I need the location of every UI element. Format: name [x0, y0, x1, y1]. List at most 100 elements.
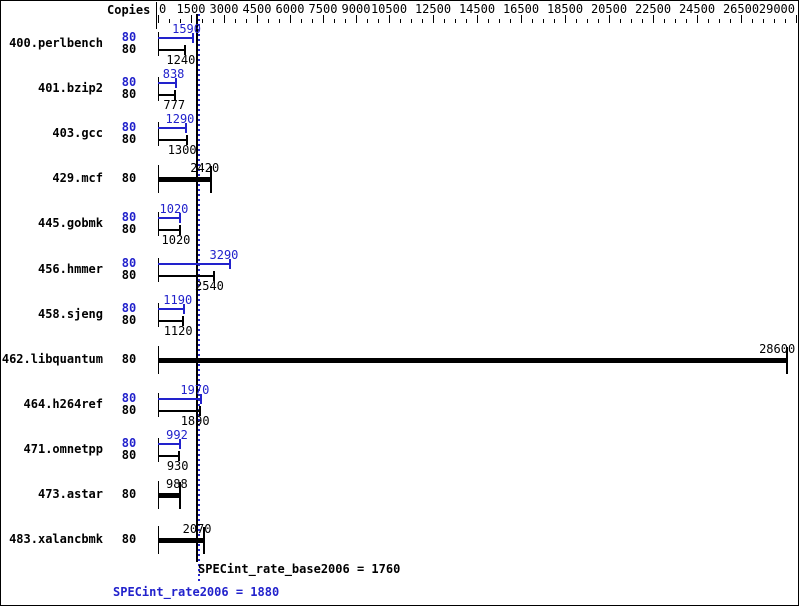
merged-value-label: 2070 [182, 522, 212, 537]
base-bar [158, 229, 181, 232]
axis-tick-label: 26500 [722, 2, 760, 16]
copies-value: 80 [121, 435, 137, 450]
copies-value: 80 [121, 351, 137, 366]
base-bar-end-tick [198, 405, 201, 416]
axis-minor-tick [180, 19, 181, 23]
bar-start-tick [158, 212, 159, 237]
copies-value: 80 [121, 487, 137, 501]
peak-value-label: 1290 [165, 112, 195, 127]
axis-minor-tick [730, 19, 731, 23]
base-bar-end-tick [184, 45, 187, 55]
base-bar [158, 274, 214, 277]
base-value-label: 1020 [161, 233, 191, 248]
axis-minor-tick [312, 19, 313, 23]
axis-minor-tick [202, 19, 203, 23]
axis-tick-label: 18500 [546, 2, 584, 16]
copies-value: 80 [121, 312, 137, 327]
axis-tick-label: 3000 [209, 2, 239, 16]
copies-value: 80 [121, 171, 137, 186]
benchmark-label: 464.h264ref [23, 396, 103, 411]
merged-value-label: 988 [166, 477, 188, 491]
bar-start-tick [158, 77, 159, 102]
base-value-label: 777 [163, 98, 186, 113]
axis-minor-tick [576, 19, 577, 23]
base-value-label: 1240 [166, 53, 196, 67]
base-bar-end-tick [212, 270, 215, 281]
axis-minor-tick [774, 19, 775, 23]
axis-minor-tick [664, 19, 665, 23]
axis-zero-line [156, 2, 157, 29]
base-bar [158, 454, 179, 457]
benchmark-label: 429.mcf [52, 171, 103, 186]
axis-major-tick [477, 15, 478, 23]
axis-major-tick [433, 15, 434, 23]
peak-bar-end-tick [183, 303, 186, 314]
copies-value: 80 [121, 390, 137, 405]
copies-value: 80 [121, 300, 137, 315]
axis-tick-label: 12500 [414, 2, 452, 16]
axis-minor-tick [400, 19, 401, 23]
bar-start-tick [158, 302, 159, 327]
benchmark-label: 462.libquantum [1, 351, 103, 366]
merged-bar [158, 357, 788, 363]
axis-tick-label: 6000 [275, 2, 305, 16]
axis-minor-tick [763, 19, 764, 23]
merged-value-label: 2420 [190, 161, 220, 176]
peak-bar [158, 262, 231, 265]
axis-tick-label: 22500 [634, 2, 672, 16]
axis-minor-tick [411, 19, 412, 23]
axis-minor-tick [246, 19, 247, 23]
axis-major-tick [796, 15, 797, 23]
base-bar-end-tick [179, 225, 182, 236]
copies-value: 80 [121, 210, 137, 225]
peak-bar [158, 82, 177, 85]
axis-minor-tick [466, 19, 467, 23]
peak-value-label: 838 [162, 67, 185, 82]
merged-bar [158, 493, 180, 498]
axis-major-tick [389, 15, 390, 23]
axis-tick-label: 14500 [458, 2, 496, 16]
merged-bar [158, 177, 212, 183]
base-bar [158, 139, 187, 142]
base-value-label: 930 [166, 458, 189, 473]
axis-minor-tick [532, 19, 533, 23]
axis-minor-tick [268, 19, 269, 23]
axis-major-tick [356, 15, 357, 23]
axis-minor-tick [631, 19, 632, 23]
bar-end-tick [178, 482, 181, 509]
axis-major-tick [697, 15, 698, 23]
peak-bar-end-tick [192, 33, 194, 43]
peak-value-label: 1590 [172, 22, 201, 36]
peak-bar [158, 442, 180, 445]
axis-minor-tick [510, 19, 511, 23]
benchmark-label: 471.omnetpp [23, 441, 103, 456]
axis-minor-tick [499, 19, 500, 23]
copies-value: 80 [121, 132, 137, 147]
copies-value: 80 [121, 42, 137, 56]
axis-minor-tick [488, 19, 489, 23]
copies-value: 80 [121, 120, 137, 135]
peak-bar-end-tick [200, 393, 203, 404]
base-value-label: 1300 [167, 143, 197, 158]
merged-value-label: 28600 [759, 341, 796, 356]
peak-bar [158, 307, 185, 310]
axis-major-tick [521, 15, 522, 23]
axis-minor-tick [587, 19, 588, 23]
axis-minor-tick [719, 19, 720, 23]
axis-minor-tick [378, 19, 379, 23]
axis-minor-tick [213, 19, 214, 23]
bar-end-tick [202, 527, 205, 555]
base-bar [158, 409, 200, 412]
axis-tick-label: 4500 [242, 2, 272, 16]
axis-tick-label: 0 [159, 2, 167, 16]
base-value-label: 1890 [180, 413, 210, 428]
axis-minor-tick [598, 19, 599, 23]
axis-major-tick [257, 15, 258, 23]
axis-major-tick [191, 15, 192, 23]
axis-minor-tick [422, 19, 423, 23]
copies-value: 80 [121, 402, 137, 417]
axis-minor-tick [686, 19, 687, 23]
peak-value-label: 1970 [180, 382, 210, 397]
axis-minor-tick [620, 19, 621, 23]
